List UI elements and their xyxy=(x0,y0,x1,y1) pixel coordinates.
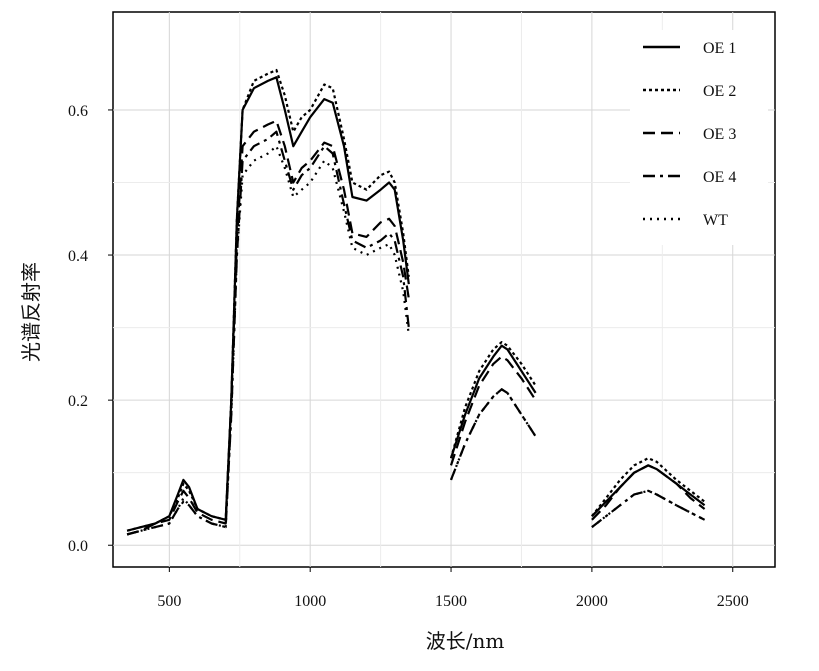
y-tick-label: 0.4 xyxy=(68,248,88,265)
legend-label: OE 2 xyxy=(703,83,736,100)
x-tick-label: 500 xyxy=(157,593,181,610)
x-tick-label: 2000 xyxy=(576,593,608,610)
legend-label: OE 3 xyxy=(703,126,736,143)
x-tick-label: 1500 xyxy=(435,593,467,610)
axis-ticks: 500 1000 1500 2000 2500 0.0 0.2 0.4 0.6 xyxy=(68,103,749,610)
series-line-segment xyxy=(126,76,410,532)
legend-label: OE 4 xyxy=(703,169,736,186)
series-line-segment xyxy=(591,464,706,521)
x-tick-label: 1000 xyxy=(294,593,326,610)
legend-label: OE 1 xyxy=(703,40,736,57)
series-line-segment xyxy=(126,119,410,536)
series-line-segment xyxy=(126,68,410,532)
series-line-segment xyxy=(449,388,537,481)
legend-item: OE 2 xyxy=(643,83,736,100)
x-tick-label: 2500 xyxy=(717,593,749,610)
y-tick-label: 0.2 xyxy=(68,393,88,410)
series-line-segment xyxy=(449,344,537,459)
series-oe-3 xyxy=(126,119,706,536)
series-line-segment xyxy=(126,130,410,536)
legend-item: OE 1 xyxy=(643,40,736,57)
series-oe-2 xyxy=(126,68,706,532)
legend-label: WT xyxy=(703,212,728,229)
legend-item: WT xyxy=(643,212,728,229)
x-axis-title: 波长/nm xyxy=(426,629,505,653)
series-line-segment xyxy=(591,457,706,517)
y-axis-title: 光谱反射率 xyxy=(19,262,43,362)
legend-item: OE 4 xyxy=(643,169,736,186)
legend-box xyxy=(630,30,768,245)
series-line-segment xyxy=(126,145,410,536)
y-tick-label: 0.0 xyxy=(68,538,88,555)
series-line-segment xyxy=(449,355,537,466)
legend-item: OE 3 xyxy=(643,126,736,143)
series-lines xyxy=(126,68,706,536)
series-wt xyxy=(126,145,706,536)
series-line-segment xyxy=(591,489,706,528)
y-tick-label: 0.6 xyxy=(68,103,88,120)
legend: OE 1 OE 2 OE 3 OE 4 WT xyxy=(630,30,768,245)
